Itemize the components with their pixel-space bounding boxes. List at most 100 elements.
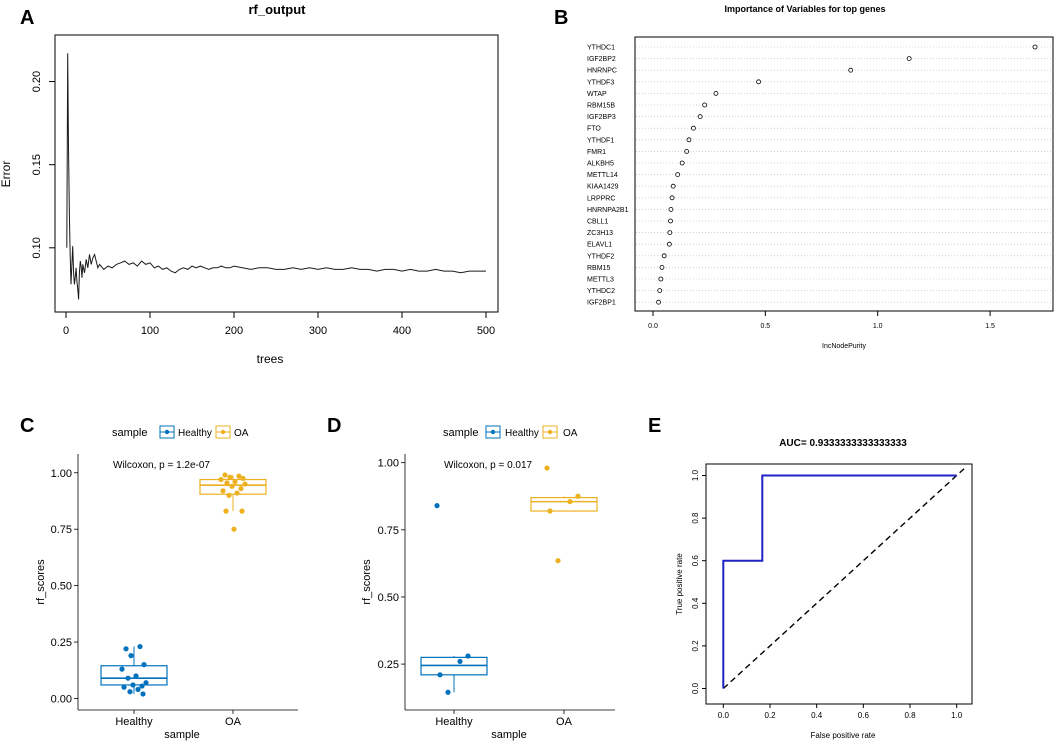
data-point-oa [555,558,561,564]
data-point-oa [239,508,245,514]
gene-label: METTL14 [587,172,618,179]
importance-row: FMR1 [587,149,1052,156]
box-healthy [420,656,488,693]
panel-c-ylabel: rf_scores [35,559,47,605]
panel-letter-d: D [327,415,341,437]
x-tick-label: 0.8 [904,711,916,720]
x-tick-label: OA [225,716,242,728]
y-tick-label: 0.10 [31,237,43,258]
gene-label: METTL3 [587,277,614,284]
data-point-oa [231,526,237,532]
data-point-healthy [135,686,141,693]
panel-b-xlabel: IncNodePurity [822,343,866,350]
panel-b-plot-frame [634,36,1054,312]
legend-label-oa: OA [234,428,249,439]
panel-d-legend-title: sample [443,427,478,439]
gene-label: IGF2BP2 [587,56,616,63]
importance-row: IGF2BP1 [587,300,1052,307]
importance-point [666,241,672,247]
panel-letter-c: C [20,415,34,437]
data-point-oa [547,508,553,514]
y-tick-label: 0.15 [31,154,43,175]
legend-key-oa [542,425,558,439]
data-point-oa [222,472,228,478]
panel-d-wilcoxon-label: Wilcoxon, p = 0.017 [444,460,533,471]
data-point-oa [232,479,238,485]
data-point-oa [236,473,242,479]
panel-a-title: rf_output [248,2,306,17]
panel-d-legend: sample Healthy OA [443,425,578,439]
y-tick-label: 0.75 [51,524,72,536]
importance-row: METTL3 [587,277,1052,284]
importance-row: ELAVL1 [587,242,1052,249]
importance-row: ALKBH5 [587,161,1052,168]
x-tick-label: 0 [63,325,69,337]
importance-point [713,91,719,96]
legend-key-oa [215,425,231,439]
importance-point [1032,44,1038,50]
panel-letter-b: B [554,7,568,29]
y-tick-label: 1.00 [51,468,72,480]
importance-row: HNRNPC [587,68,1052,75]
importance-point [906,56,912,61]
importance-row: WTAP [587,91,1052,98]
data-point-healthy [139,683,145,689]
data-point-oa [224,480,230,486]
panel-letter-e: E [648,415,661,437]
importance-point [659,264,665,270]
importance-point [670,183,676,189]
x-tick-label: 1.0 [873,323,883,330]
data-point-oa [223,508,229,514]
importance-point [656,299,661,305]
reference-diagonal-line [722,466,967,690]
x-tick-label: 0.5 [760,323,770,330]
panel-b-importance-chart: Importance of Variables for top genes YT… [587,4,1054,350]
data-point-healthy [445,689,451,695]
x-tick-label: 1.0 [951,711,963,720]
importance-row: YTHDC2 [587,288,1052,295]
importance-point [667,230,673,236]
importance-point [756,79,762,85]
data-point-oa [238,485,244,492]
x-tick-label: 100 [141,325,159,337]
gene-label: YTHDF2 [587,253,614,260]
gene-label: YTHDF3 [587,79,614,86]
data-point-oa [227,474,233,480]
importance-point [702,102,708,108]
data-point-oa [218,476,224,483]
importance-point [661,253,667,259]
data-point-healthy [128,653,134,659]
panel-e-roc-chart: AUC= 0.9333333333333333 0.0 0.2 0.4 0.6 0.8 1… [675,438,973,740]
data-point-healthy [130,682,136,688]
data-point-healthy [133,673,139,679]
importance-row: RBM15B [587,103,1052,110]
panel-a-error-chart: rf_output 0 100 200 300 400 500 0.100.150.20 … [0,2,499,366]
data-point-healthy [465,653,471,659]
importance-row: YTHDF1 [587,137,1052,144]
legend-label-oa: OA [563,428,578,439]
gene-label: KIAA1429 [587,184,619,191]
gene-label: IGF2BP1 [587,300,616,307]
panel-c-xlabel: sample [164,729,199,741]
x-tick-label: 500 [477,325,495,337]
panel-c-legend: sample Healthy OA [112,425,249,439]
legend-key-healthy [485,425,501,439]
gene-label: ELAVL1 [587,242,612,249]
x-tick-label: 0.4 [811,711,823,720]
x-tick-label: 0.6 [858,711,870,720]
importance-row: FTO [587,126,1052,133]
panel-c-legend-title: sample [112,427,147,439]
data-point-healthy [123,646,129,652]
gene-label: IGF2BP3 [587,114,616,121]
legend-label-healthy: Healthy [178,428,212,439]
panel-letter-a: A [20,7,34,29]
data-point-healthy [140,691,146,697]
importance-point [848,67,854,73]
data-point-oa [575,493,581,499]
gene-label: WTAP [587,91,607,98]
importance-row: KIAA1429 [587,184,1052,191]
panel-b-title: Importance of Variables for top genes [724,4,885,14]
data-point-healthy [119,666,125,672]
importance-row: YTHDC1 [587,45,1052,52]
importance-row: LRPPRC [587,195,1052,202]
